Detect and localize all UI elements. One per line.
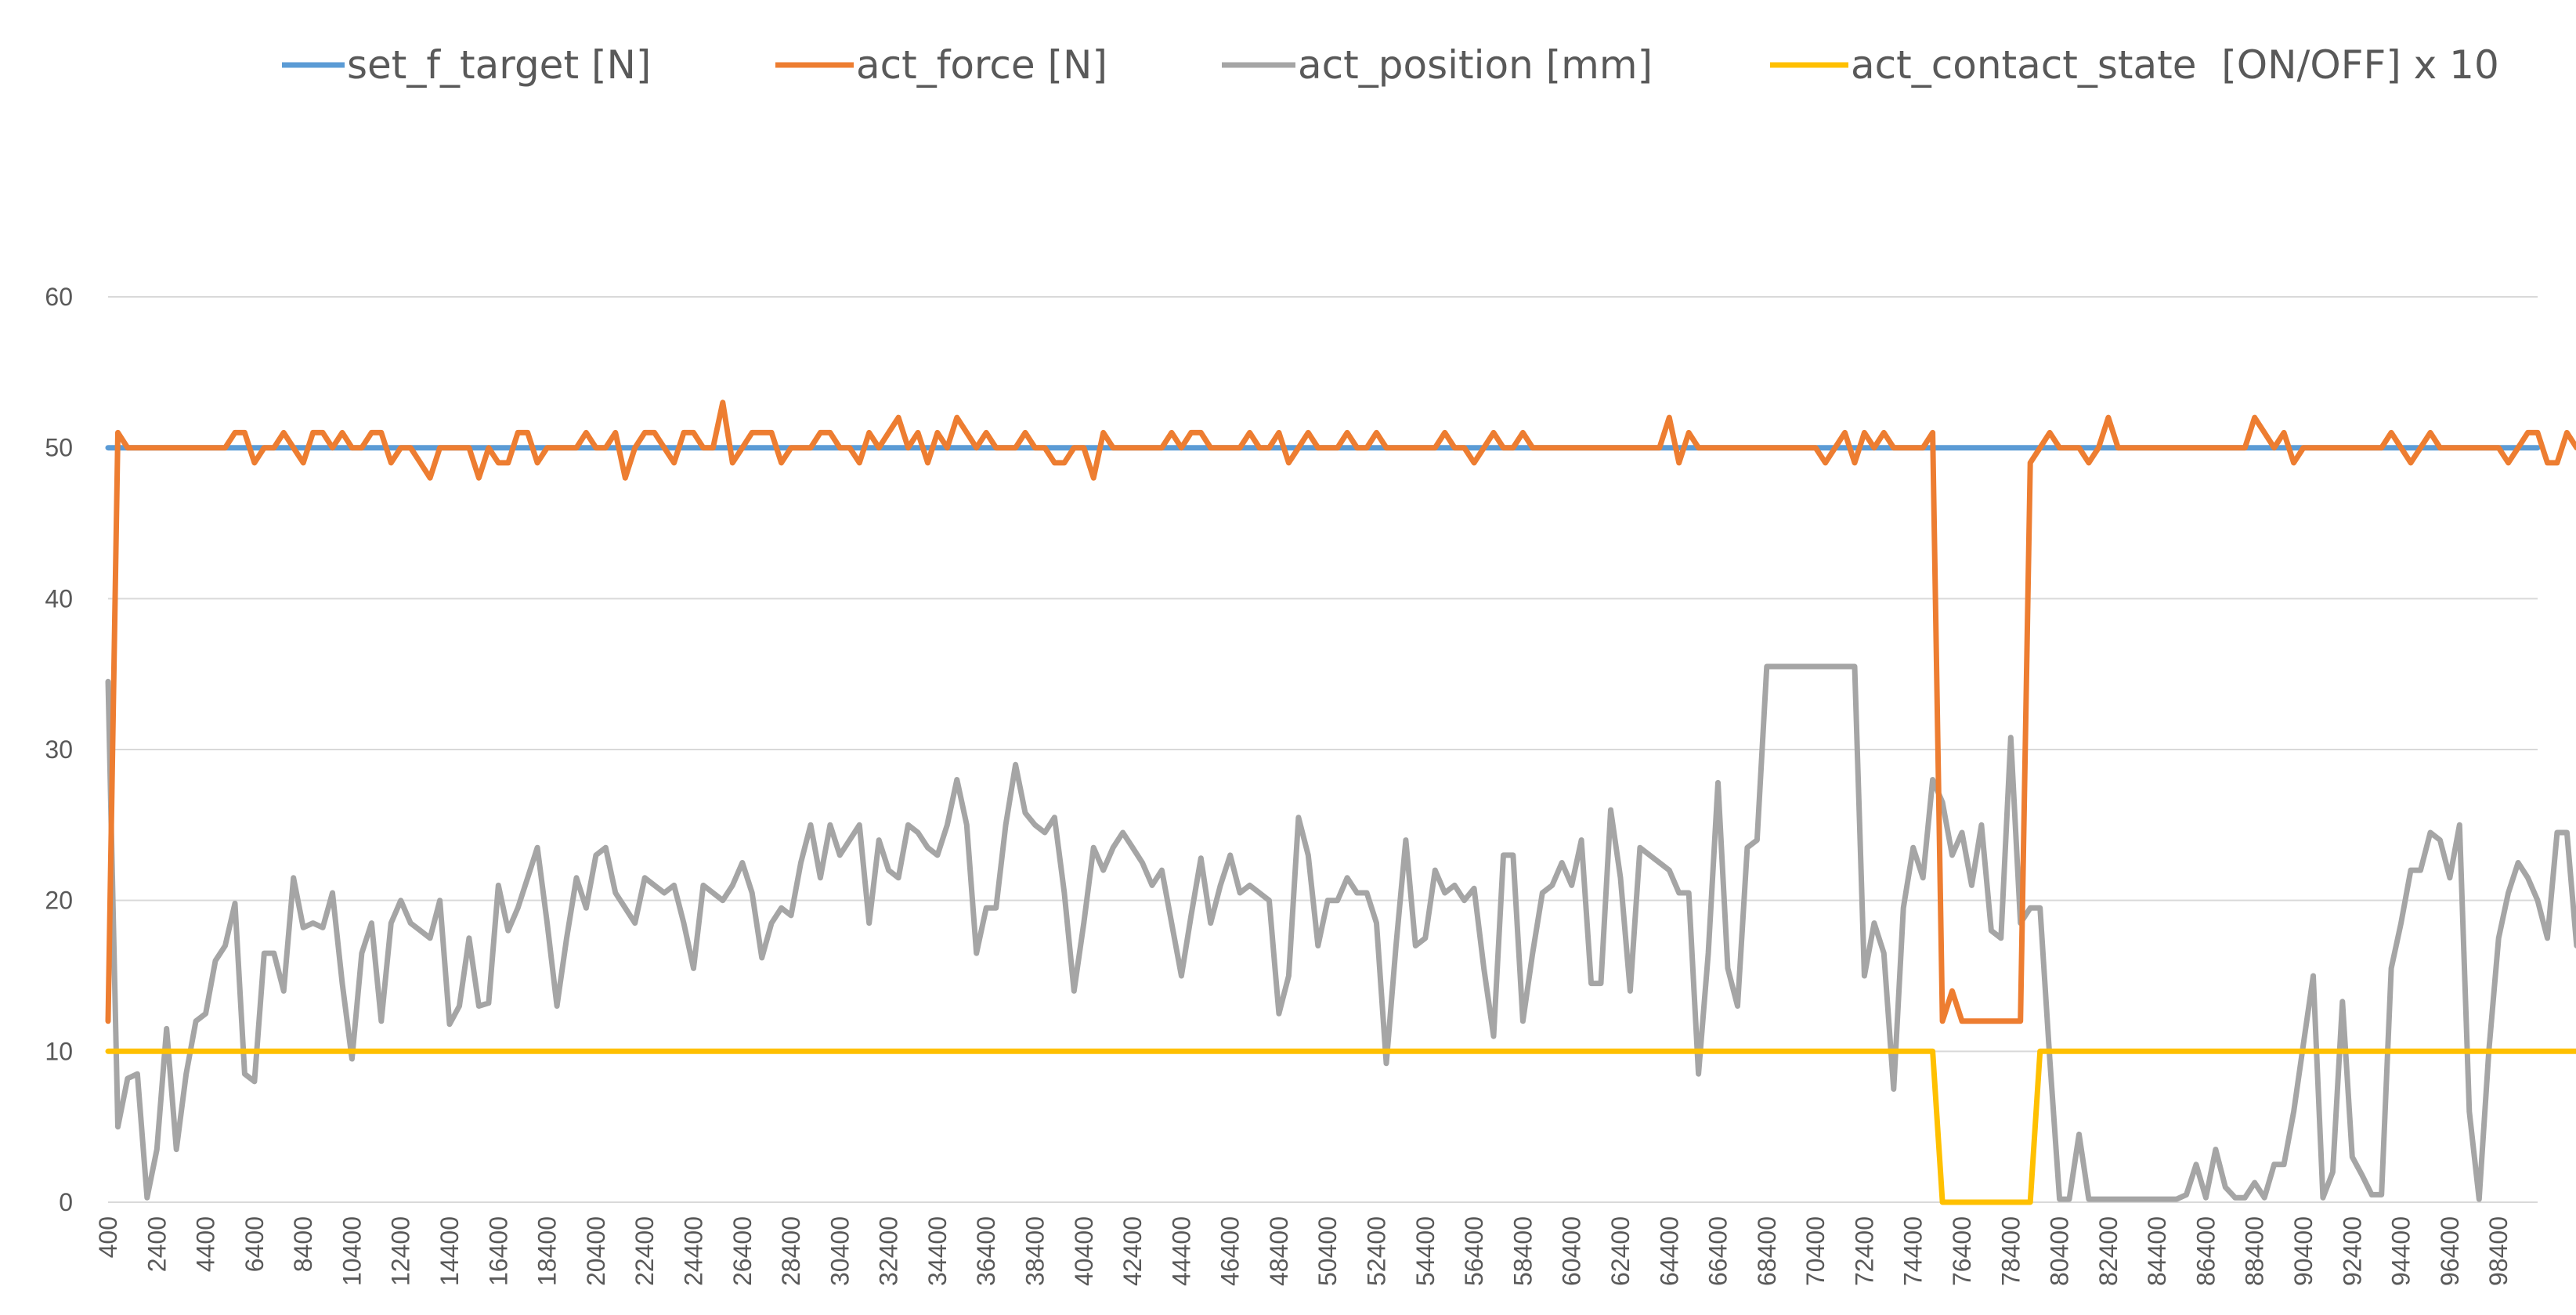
x-tick-label: 90400 bbox=[2289, 1216, 2318, 1286]
x-tick-label: 96400 bbox=[2436, 1216, 2464, 1286]
series-line-1 bbox=[105, 399, 2576, 1024]
x-tick-label: 40400 bbox=[1070, 1216, 1098, 1286]
x-tick-label: 12400 bbox=[387, 1216, 415, 1286]
x-tick-label: 14400 bbox=[435, 1216, 464, 1286]
series-line-2 bbox=[105, 663, 2576, 1202]
x-tick-label: 20400 bbox=[582, 1216, 610, 1286]
x-tick-label: 70400 bbox=[1801, 1216, 1830, 1286]
y-tick-label: 60 bbox=[45, 283, 73, 311]
legend: set_f_target [N] act_force [N] act_positio… bbox=[282, 42, 2499, 88]
x-tick-label: 76400 bbox=[1948, 1216, 1976, 1286]
x-tick-label: 84400 bbox=[2143, 1216, 2171, 1286]
x-tick-label: 2400 bbox=[143, 1216, 171, 1272]
x-tick-label: 8400 bbox=[289, 1216, 317, 1272]
x-tick-label: 52400 bbox=[1363, 1216, 1391, 1286]
x-tick-label: 28400 bbox=[777, 1216, 805, 1286]
series-line-3 bbox=[105, 1048, 2576, 1205]
x-tick-label: 88400 bbox=[2241, 1216, 2269, 1286]
x-tick-label: 58400 bbox=[1508, 1216, 1537, 1286]
series-group bbox=[105, 399, 2576, 1205]
x-tick-label: 68400 bbox=[1753, 1216, 1781, 1286]
x-tick-label: 24400 bbox=[679, 1216, 707, 1286]
x-tick-label: 36400 bbox=[972, 1216, 1000, 1286]
legend-label-3: act_contact_state [ON/OFF] x 10 bbox=[1851, 42, 2499, 88]
x-tick-label: 38400 bbox=[1021, 1216, 1049, 1286]
x-tick-label: 4400 bbox=[192, 1216, 220, 1272]
x-tick-label: 56400 bbox=[1460, 1216, 1488, 1286]
x-tick-label: 22400 bbox=[630, 1216, 659, 1286]
x-tick-label: 30400 bbox=[826, 1216, 854, 1286]
x-tick-label: 92400 bbox=[2338, 1216, 2366, 1286]
gridlines bbox=[108, 296, 2538, 1203]
x-tick-label: 34400 bbox=[923, 1216, 952, 1286]
x-tick-label: 42400 bbox=[1118, 1216, 1147, 1286]
y-tick-label: 50 bbox=[45, 434, 73, 462]
x-tick-label: 64400 bbox=[1655, 1216, 1683, 1286]
x-axis: 400 2400 4400 6400 8400 10400 12400 14400 16400 1… bbox=[94, 1216, 2513, 1286]
x-tick-label: 6400 bbox=[240, 1216, 269, 1272]
y-tick-label: 10 bbox=[45, 1037, 73, 1065]
x-tick-label: 16400 bbox=[484, 1216, 512, 1286]
x-tick-label: 46400 bbox=[1216, 1216, 1245, 1286]
x-tick-label: 86400 bbox=[2191, 1216, 2220, 1286]
x-tick-label: 32400 bbox=[875, 1216, 903, 1286]
legend-label-1: act_force [N] bbox=[856, 42, 1107, 88]
x-tick-label: 18400 bbox=[533, 1216, 562, 1286]
x-tick-label: 78400 bbox=[1996, 1216, 2025, 1286]
x-tick-label: 50400 bbox=[1313, 1216, 1342, 1286]
x-tick-label: 98400 bbox=[2484, 1216, 2513, 1286]
x-tick-label: 26400 bbox=[728, 1216, 757, 1286]
x-tick-label: 10400 bbox=[338, 1216, 366, 1286]
x-tick-label: 60400 bbox=[1558, 1216, 1586, 1286]
x-tick-label: 44400 bbox=[1167, 1216, 1195, 1286]
x-tick-label: 54400 bbox=[1411, 1216, 1440, 1286]
y-tick-label: 40 bbox=[45, 584, 73, 612]
x-tick-label: 72400 bbox=[1850, 1216, 1878, 1286]
legend-label-0: set_f_target [N] bbox=[347, 42, 651, 88]
x-tick-label: 66400 bbox=[1704, 1216, 1732, 1286]
x-tick-label: 62400 bbox=[1606, 1216, 1635, 1286]
y-tick-label: 0 bbox=[59, 1188, 73, 1216]
x-tick-label: 94400 bbox=[2387, 1216, 2415, 1286]
legend-label-2: act_position [mm] bbox=[1298, 42, 1653, 88]
x-tick-label: 82400 bbox=[2094, 1216, 2123, 1286]
x-tick-label: 48400 bbox=[1265, 1216, 1293, 1286]
y-axis: 0 10 20 30 40 50 60 bbox=[45, 283, 73, 1216]
x-tick-label: 74400 bbox=[1899, 1216, 1927, 1286]
x-tick-label: 400 bbox=[94, 1216, 122, 1258]
x-tick-label: 80400 bbox=[2046, 1216, 2074, 1286]
y-tick-label: 20 bbox=[45, 887, 73, 915]
y-tick-label: 30 bbox=[45, 735, 73, 764]
